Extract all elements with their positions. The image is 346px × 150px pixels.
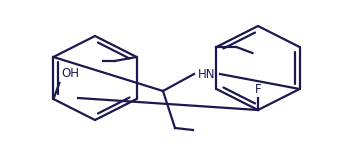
Text: HN: HN [198,68,216,81]
Text: F: F [255,83,261,96]
Text: OH: OH [62,67,80,80]
